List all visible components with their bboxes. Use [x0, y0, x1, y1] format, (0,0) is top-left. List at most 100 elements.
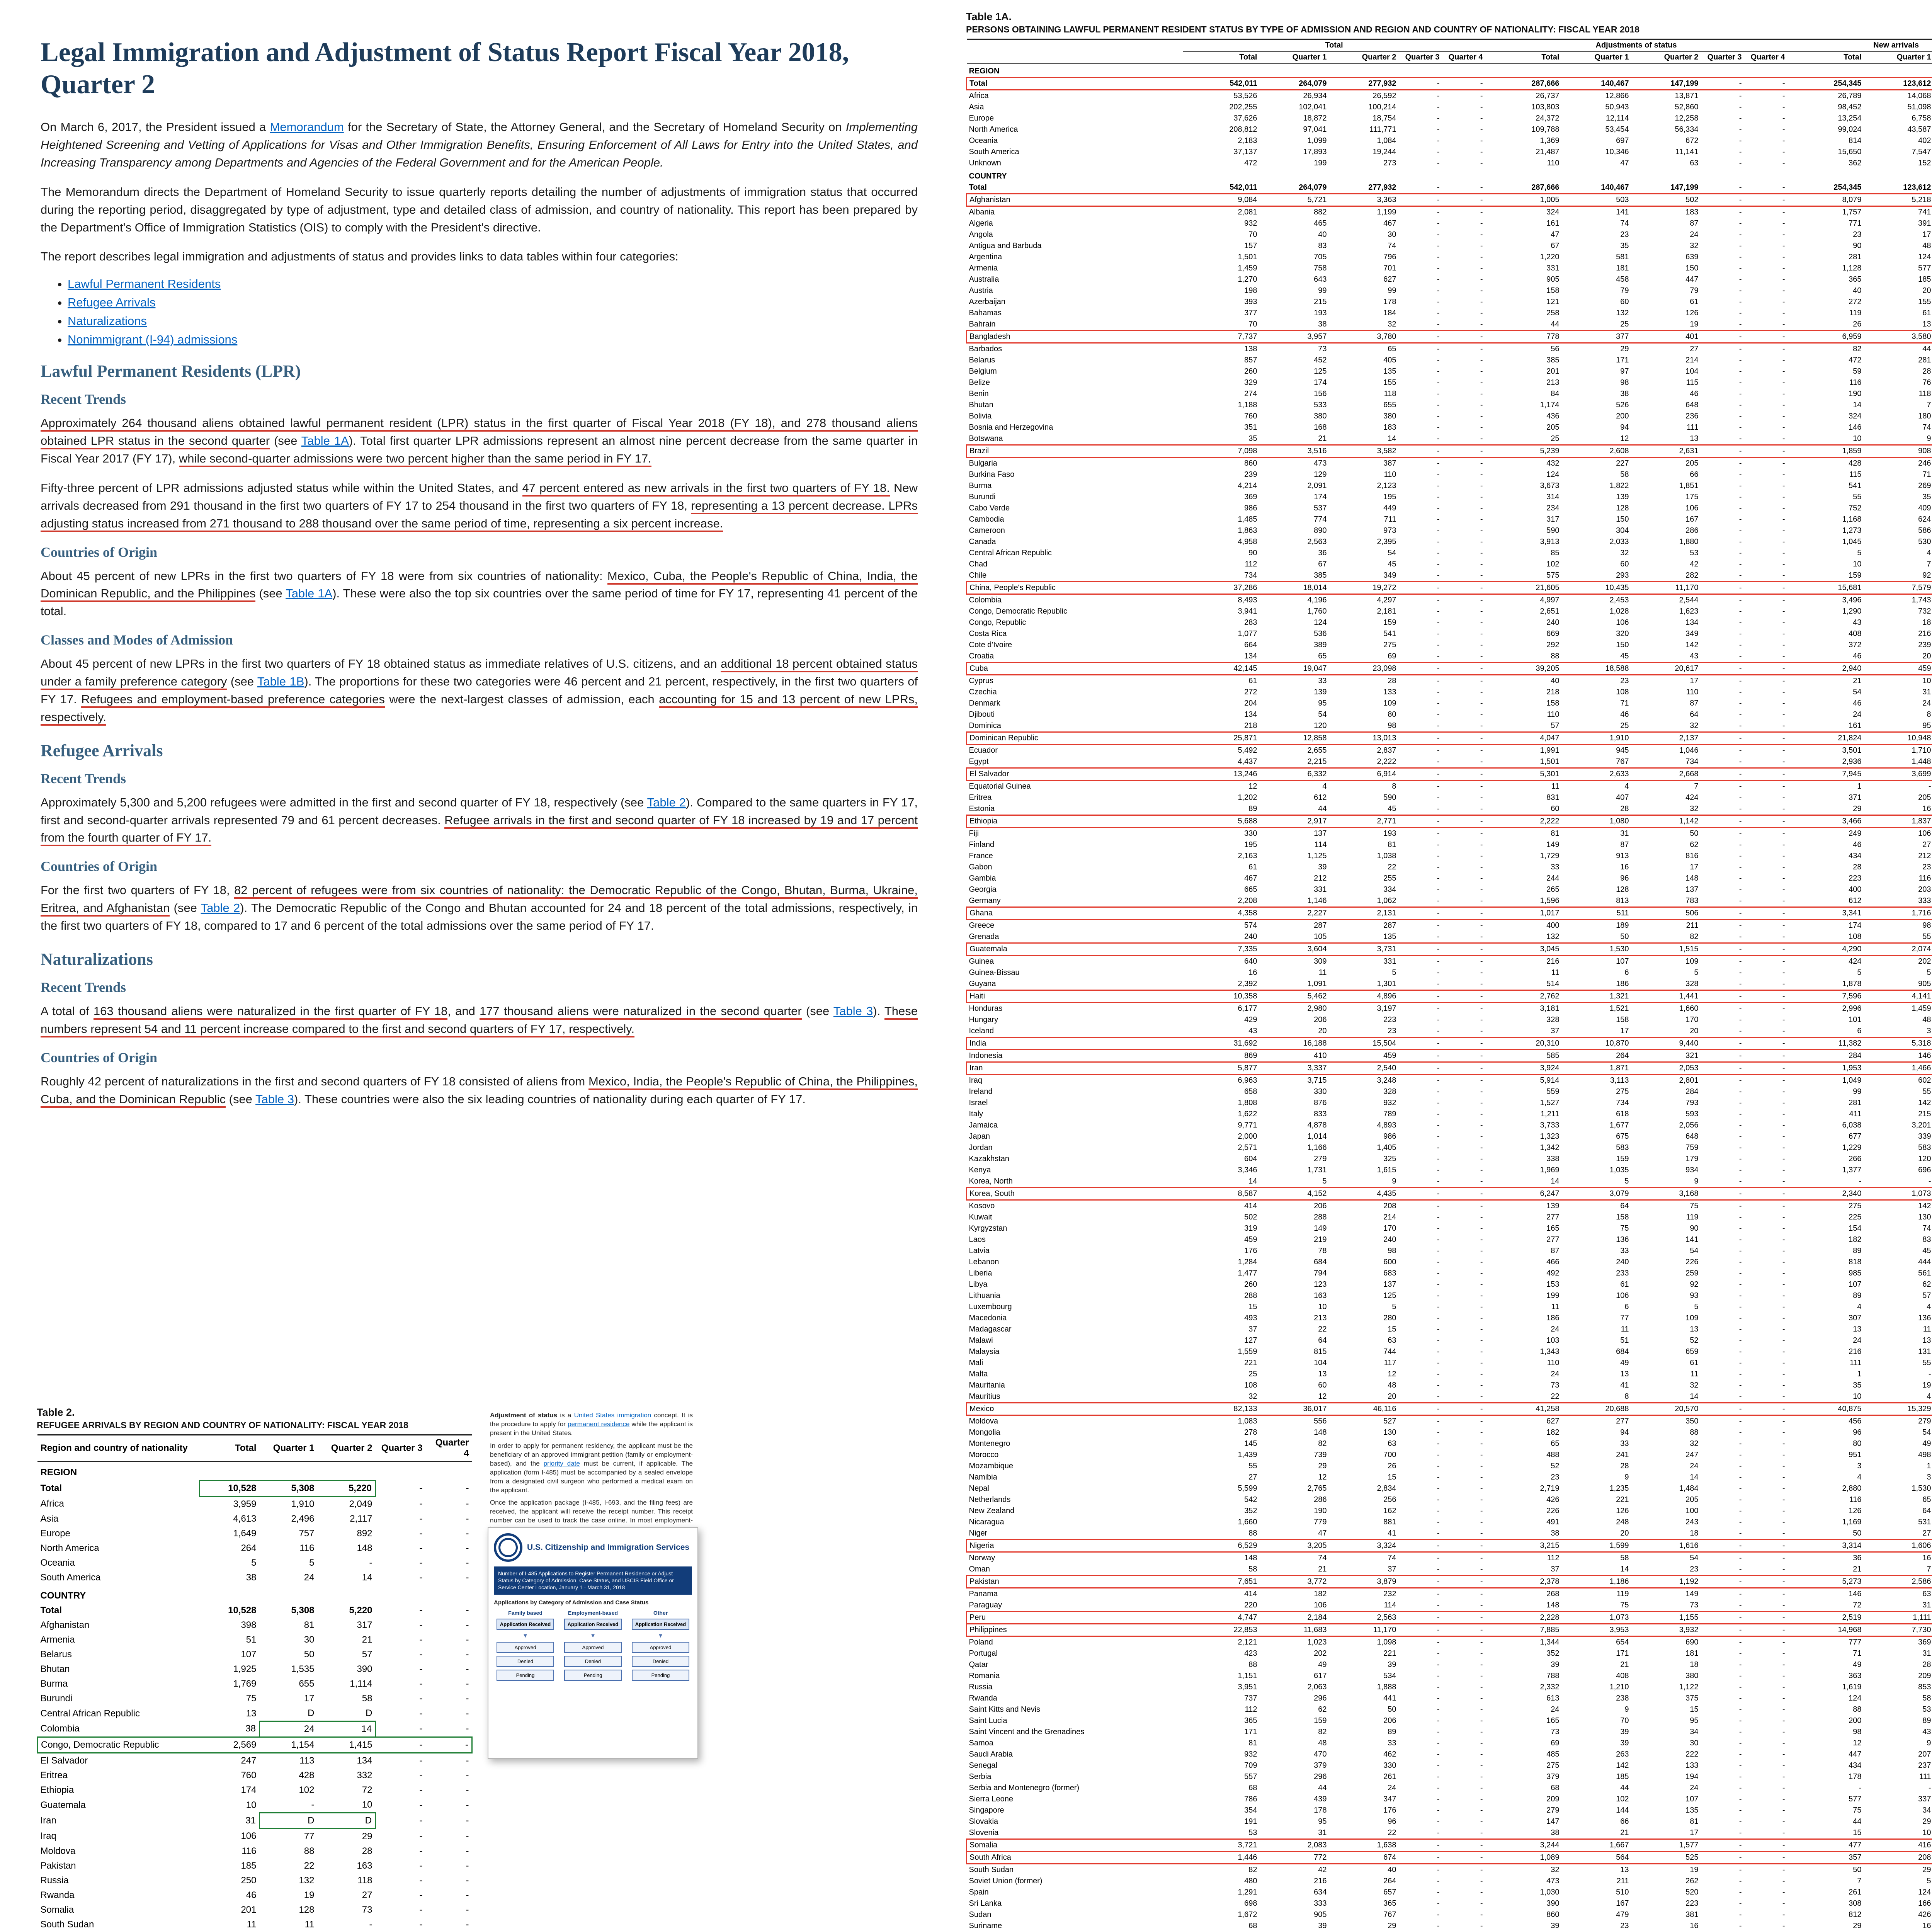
cell-value: 9: [1392, 1177, 1396, 1185]
cell-value: 5: [1927, 968, 1931, 977]
text-link[interactable]: Table 3: [255, 1092, 294, 1106]
section-label: COUNTRY: [40, 1590, 86, 1601]
cell-value: -: [1701, 815, 1744, 828]
cell-value: -: [1744, 1611, 1787, 1624]
cell-value: 3,244: [1485, 1838, 1562, 1852]
cell-value: 264: [1616, 1051, 1629, 1060]
cell-value: 600: [1383, 1258, 1396, 1266]
cell-value: 1,910: [1561, 731, 1631, 745]
cell-value: -: [1739, 219, 1742, 228]
cell-value: 124: [1546, 470, 1560, 479]
text-link[interactable]: Table 3: [833, 1004, 873, 1018]
cell-value: -: [1437, 804, 1440, 813]
cell-value: 98: [1853, 1728, 1862, 1736]
cell-value: -: [1782, 515, 1785, 524]
text-link[interactable]: priority date: [543, 1459, 580, 1467]
cell-value: 28: [1620, 1462, 1629, 1470]
cell-value: -: [1437, 874, 1440, 883]
cell-value: -: [1480, 1213, 1483, 1221]
text-link[interactable]: Table 2: [201, 901, 240, 915]
cell-value: -: [1398, 815, 1442, 828]
cell-value: -: [1480, 863, 1483, 871]
cell-value: 19,047: [1259, 662, 1329, 675]
cell-value: 1,880: [1679, 537, 1699, 546]
cell-value: 144: [1616, 1806, 1629, 1815]
text-link[interactable]: United States immigration: [574, 1412, 651, 1419]
table1a-section: Table 1A. PERSONS OBTAINING LAWFUL PERMA…: [966, 11, 1932, 1932]
cell-value: 77: [1620, 1314, 1629, 1322]
cell-value: -: [1480, 1359, 1483, 1367]
category-link[interactable]: Refugee Arrivals: [68, 296, 156, 310]
row-label: Central African Republic: [969, 549, 1052, 557]
list-item: Lawful Permanent Residents: [68, 277, 918, 291]
row-label: Asia: [40, 1514, 59, 1524]
category-link[interactable]: Naturalizations: [68, 314, 147, 328]
text-link[interactable]: Table 1B: [257, 675, 304, 689]
cell-value: -: [1480, 526, 1483, 535]
cell-value: -: [1480, 710, 1483, 719]
cell-value: -: [466, 1755, 469, 1766]
cell-value: 17: [1690, 677, 1699, 685]
cell-value: -: [1437, 242, 1440, 250]
cell-value: 1,128: [1842, 264, 1862, 272]
cell-value: 24: [259, 1721, 318, 1738]
cell-value: 1,073: [1561, 1611, 1631, 1624]
cell-value: 2,719: [1540, 1484, 1560, 1493]
text-link[interactable]: permanent residence: [568, 1420, 630, 1428]
row-label: Saint Vincent and the Grenadines: [969, 1728, 1085, 1736]
cell-value: 94: [1620, 1428, 1629, 1437]
category-link[interactable]: Lawful Permanent Residents: [68, 277, 221, 291]
row-label: Spain: [969, 1888, 989, 1896]
cell-value: 54: [1853, 688, 1862, 696]
cell-value: -: [1437, 1359, 1440, 1367]
text-link[interactable]: Table 2: [647, 795, 686, 809]
text-link[interactable]: Table 1A: [301, 434, 349, 448]
cell-value: 1: [1857, 782, 1862, 791]
table-row: Serbia and Montenegro (former) 68 44 24- -68…: [967, 1782, 1932, 1794]
cell-value: 6,247: [1485, 1187, 1562, 1201]
cell-value: 5,599: [1238, 1484, 1257, 1493]
cell-value: -: [1437, 1099, 1440, 1107]
cell-value: -: [1782, 1428, 1785, 1437]
cell-value: 1,035: [1609, 1166, 1629, 1174]
cell-value: -: [1437, 412, 1440, 420]
cell-value: 202: [1918, 957, 1931, 966]
cell-value: 284: [1685, 1087, 1699, 1096]
text-link[interactable]: Memorandum: [270, 120, 344, 134]
table-row: Bangladesh 7,737 3,957 3,780- -778 377 401- -6,…: [966, 330, 1932, 344]
cell-value: 38: [245, 1723, 256, 1734]
text-span: ). These were also the top six countries…: [41, 587, 918, 618]
cell-value: -: [1782, 320, 1785, 328]
cell-value: 3,363: [1329, 193, 1399, 207]
table-row: Cambodia 1,485 774 711- -317 150 167- -1,168 624…: [967, 514, 1932, 525]
cell-value: 466: [1546, 1258, 1560, 1266]
table-row: Russia 3,951 2,063 1,888- -2,332 1,210 1,122- -…: [967, 1682, 1932, 1693]
cell-value: -: [1480, 159, 1483, 167]
category-link[interactable]: Nonimmigrant (I-94) admissions: [68, 333, 238, 347]
cell-value: 48: [1922, 1015, 1931, 1024]
cell-value: 533: [1314, 401, 1327, 409]
cell-value: 683: [1383, 1269, 1396, 1277]
cell-value: 5: [309, 1558, 315, 1568]
text-link[interactable]: Table 1A: [286, 587, 333, 600]
cell-value: 126: [1849, 1507, 1862, 1515]
cell-value: 82: [1318, 1728, 1327, 1736]
text-span: (see: [227, 675, 257, 689]
cell-value: -: [1480, 125, 1483, 134]
cell-value: 159: [1849, 571, 1862, 580]
text-span: In order to apply for permanent residenc…: [490, 1442, 693, 1467]
cell-value: -: [1701, 444, 1744, 458]
table-row: Bhutan 1,925 1,535 390- -: [37, 1662, 472, 1677]
cell-value: -: [1437, 515, 1440, 524]
cell-value: 275: [1849, 1202, 1862, 1210]
cell-value: -: [1782, 1359, 1785, 1367]
cell-value: -: [1437, 1177, 1440, 1185]
cell-value: -: [1437, 677, 1440, 685]
cell-value: 208,812: [1229, 125, 1257, 134]
cell-value: -: [1701, 990, 1744, 1003]
cell-value: -: [1480, 1166, 1483, 1174]
cell-value: 79: [1690, 286, 1699, 295]
cell-value: -: [1437, 757, 1440, 766]
